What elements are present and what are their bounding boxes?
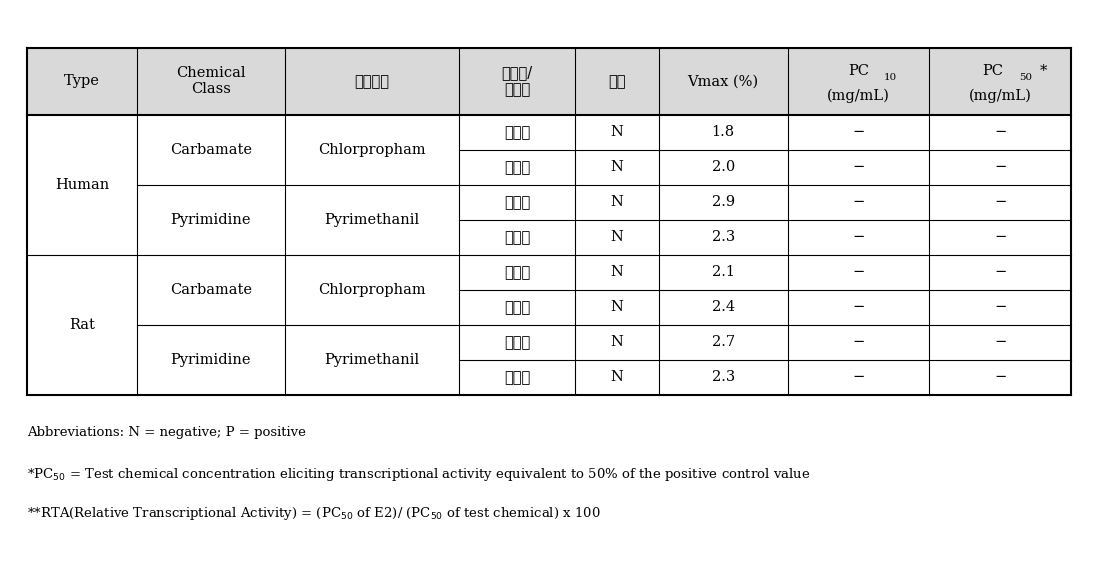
Text: Carbamate: Carbamate [169,283,252,297]
Bar [27,115,1071,395]
Text: Pyrimidine: Pyrimidine [171,213,251,227]
Text: −: − [853,336,865,349]
Text: 모물질: 모물질 [504,265,530,280]
Text: −: − [853,125,865,139]
Text: 2.3: 2.3 [712,231,734,244]
Text: 대사체: 대사체 [504,300,530,315]
Text: 2.0: 2.0 [712,160,734,174]
Text: Chlorpropham: Chlorpropham [318,283,426,297]
Text: N: N [611,371,623,384]
Text: 2.4: 2.4 [712,301,734,314]
Text: 50: 50 [1019,73,1032,82]
Text: 모물질/
대사체: 모물질/ 대사체 [502,65,532,98]
Text: Chemical
Class: Chemical Class [176,66,246,97]
Text: −: − [995,371,1007,384]
Text: −: − [995,195,1007,209]
Text: Chlorpropham: Chlorpropham [318,143,426,157]
Text: Carbamate: Carbamate [169,143,252,157]
Text: Vmax (%): Vmax (%) [687,75,759,88]
Text: 농약성분: 농약성분 [354,74,389,89]
Text: −: − [853,371,865,384]
Text: 2.3: 2.3 [712,371,734,384]
Text: 판정: 판정 [608,74,625,89]
Text: −: − [995,231,1007,244]
Text: Rat: Rat [69,318,95,332]
Text: 대사체: 대사체 [504,230,530,245]
Text: *: * [1039,64,1047,78]
Text: PC: PC [848,64,869,78]
Text: Pyrimethanil: Pyrimethanil [325,213,420,227]
Text: Pyrimethanil: Pyrimethanil [325,353,420,367]
Text: 대사체: 대사체 [504,370,530,385]
Text: PC: PC [983,64,1003,78]
Text: −: − [995,336,1007,349]
Text: −: − [853,160,865,174]
Text: −: − [853,266,865,279]
Text: 모물질: 모물질 [504,335,530,350]
Text: −: − [995,160,1007,174]
Text: Pyrimidine: Pyrimidine [171,353,251,367]
Text: (mg/mL): (mg/mL) [827,88,890,103]
Text: 10: 10 [884,73,897,82]
Text: Abbreviations: N = negative; P = positive: Abbreviations: N = negative; P = positiv… [27,426,306,439]
Text: −: − [995,301,1007,314]
Text: N: N [611,125,623,139]
Text: 1.8: 1.8 [712,125,734,139]
Text: 2.1: 2.1 [712,266,734,279]
Text: N: N [611,231,623,244]
Text: −: − [995,266,1007,279]
Text: Type: Type [64,75,101,88]
Text: −: − [995,125,1007,139]
Bar [27,48,1071,115]
Text: N: N [611,336,623,349]
Text: −: − [853,195,865,209]
Text: 2.9: 2.9 [712,195,734,209]
Text: N: N [611,266,623,279]
Text: −: − [853,301,865,314]
Text: **RTA(Relative Transcriptional Activity) = (PC$_{50}$ of E2)/ (PC$_{50}$ of test: **RTA(Relative Transcriptional Activity)… [27,505,601,522]
Text: N: N [611,195,623,209]
Text: 모물질: 모물질 [504,125,530,140]
Text: *PC$_{50}$ = Test chemical concentration eliciting transcriptional activity equi: *PC$_{50}$ = Test chemical concentration… [27,466,811,483]
Text: 대사체: 대사체 [504,160,530,175]
Text: N: N [611,301,623,314]
Text: 모물질: 모물질 [504,195,530,210]
Text: 2.7: 2.7 [712,336,734,349]
Text: Human: Human [55,178,109,192]
Text: N: N [611,160,623,174]
Text: (mg/mL): (mg/mL) [968,88,1032,103]
Text: −: − [853,231,865,244]
